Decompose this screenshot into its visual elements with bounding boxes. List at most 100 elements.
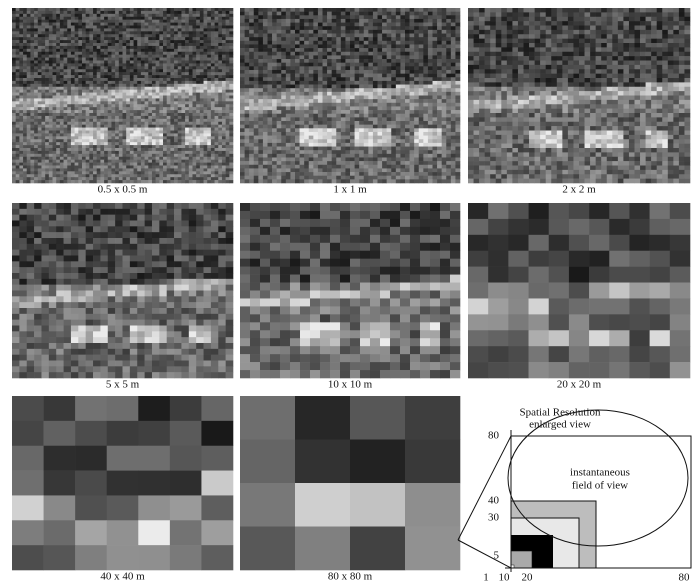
pixel xyxy=(174,165,179,169)
pixel xyxy=(285,15,291,20)
pixel xyxy=(70,133,75,137)
pixel xyxy=(104,95,109,99)
pixel xyxy=(185,168,190,172)
pixel xyxy=(148,180,153,184)
pixel xyxy=(96,63,101,67)
pixel xyxy=(174,174,179,178)
pixel xyxy=(56,165,61,169)
pixel xyxy=(262,66,268,71)
pixel xyxy=(140,10,145,15)
pixel xyxy=(70,113,75,117)
pixel xyxy=(100,110,105,114)
pixel xyxy=(70,16,75,20)
pixel xyxy=(85,83,90,88)
pixel xyxy=(188,174,193,178)
pixel xyxy=(30,54,35,58)
pixel xyxy=(96,153,101,158)
pixel xyxy=(70,104,75,108)
pixel xyxy=(177,80,182,85)
pixel xyxy=(359,22,365,27)
pixel xyxy=(151,168,156,172)
pixel xyxy=(118,130,123,134)
pixel xyxy=(188,10,193,15)
pixel xyxy=(229,16,234,20)
pixel xyxy=(74,165,79,169)
pixel xyxy=(253,37,259,42)
pixel xyxy=(203,54,208,58)
pixel xyxy=(12,162,16,166)
pixel xyxy=(267,73,273,78)
pixel xyxy=(15,168,20,172)
pixel xyxy=(427,8,433,12)
pixel xyxy=(258,22,264,27)
pixel xyxy=(52,107,57,111)
pixel xyxy=(144,54,149,58)
pixel xyxy=(174,8,179,12)
pixel xyxy=(308,26,314,31)
pixel xyxy=(23,10,28,15)
pixel xyxy=(19,168,24,172)
pixel xyxy=(52,171,57,175)
pixel xyxy=(372,37,378,42)
pixel xyxy=(304,26,310,31)
pixel xyxy=(210,83,215,88)
pixel xyxy=(12,43,16,47)
pixel xyxy=(56,130,61,134)
pixel xyxy=(63,121,68,125)
pixel xyxy=(37,156,42,160)
pixel xyxy=(340,106,346,111)
pixel xyxy=(129,174,134,178)
pixel xyxy=(56,98,61,102)
pixel xyxy=(107,22,112,26)
pixel xyxy=(196,92,201,96)
pixel xyxy=(163,98,167,102)
pixel xyxy=(207,75,212,79)
pixel xyxy=(78,150,83,155)
pixel xyxy=(240,44,245,49)
pixel xyxy=(30,139,35,143)
pixel xyxy=(192,110,197,114)
pixel xyxy=(262,99,268,104)
pixel xyxy=(63,69,68,73)
pixel xyxy=(74,118,79,123)
pixel xyxy=(203,110,208,114)
pixel xyxy=(308,84,314,89)
pixel xyxy=(122,156,127,160)
pixel xyxy=(19,48,24,53)
pixel xyxy=(377,18,383,23)
pixel xyxy=(133,63,138,67)
pixel xyxy=(196,72,201,76)
pixel xyxy=(207,25,212,29)
pixel xyxy=(100,145,105,149)
pixel xyxy=(285,22,291,27)
pixel xyxy=(170,113,175,117)
pixel xyxy=(313,110,319,115)
pixel xyxy=(423,48,429,53)
pixel xyxy=(59,78,64,82)
pixel xyxy=(192,25,197,29)
pixel xyxy=(23,69,28,73)
pixel xyxy=(214,115,219,120)
pixel xyxy=(221,104,226,108)
pixel xyxy=(192,113,197,117)
pixel xyxy=(96,86,101,90)
pixel xyxy=(229,121,234,125)
pixel xyxy=(174,69,179,73)
pixel xyxy=(218,19,223,23)
pixel xyxy=(188,57,193,61)
pixel xyxy=(26,37,31,41)
pixel xyxy=(37,83,42,88)
pixel xyxy=(203,48,208,53)
pixel xyxy=(115,48,120,53)
pixel xyxy=(249,22,255,27)
pixel xyxy=(59,162,64,166)
pixel xyxy=(122,180,127,184)
pixel xyxy=(93,139,98,143)
pixel xyxy=(446,48,452,53)
pixel xyxy=(111,156,116,160)
pixel xyxy=(133,142,138,146)
pixel xyxy=(299,91,305,96)
pixel xyxy=(331,37,337,42)
pixel xyxy=(41,19,46,23)
pixel xyxy=(174,159,179,163)
